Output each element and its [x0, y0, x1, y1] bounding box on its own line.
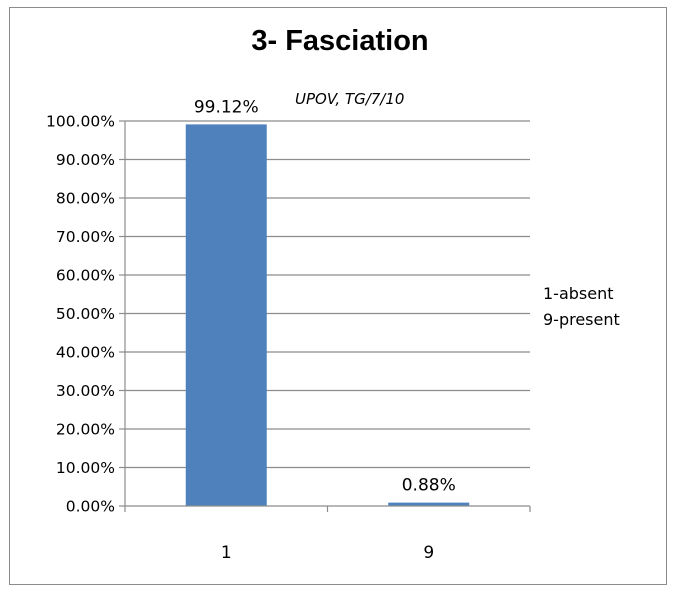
x-category-label: 1 — [221, 543, 232, 563]
y-tick-label: 60.00% — [56, 267, 115, 285]
y-tick-label: 50.00% — [56, 305, 115, 323]
y-tick-label: 90.00% — [56, 151, 115, 169]
legend-entry: 9-present — [543, 310, 620, 329]
x-category-label: 9 — [423, 543, 434, 563]
data-label: 0.88% — [402, 476, 456, 496]
y-tick-label: 10.00% — [56, 459, 115, 477]
y-tick-label: 30.00% — [56, 382, 115, 400]
y-tick-label: 40.00% — [56, 344, 115, 362]
y-tick-label: 20.00% — [56, 421, 115, 439]
chart-title: 3- Fasciation — [251, 25, 428, 57]
chart-annotation: UPOV, TG/7/10 — [295, 90, 404, 108]
y-tick-label: 80.00% — [56, 190, 115, 208]
y-tick-label: 70.00% — [56, 228, 115, 246]
bar-1 — [185, 124, 267, 506]
y-tick-label: 0.00% — [66, 498, 115, 516]
data-label: 99.12% — [194, 97, 259, 117]
bar-9 — [388, 502, 470, 506]
legend-entry: 1-absent — [543, 284, 614, 303]
y-tick-label: 100.00% — [46, 113, 115, 131]
chart-frame — [9, 7, 667, 585]
